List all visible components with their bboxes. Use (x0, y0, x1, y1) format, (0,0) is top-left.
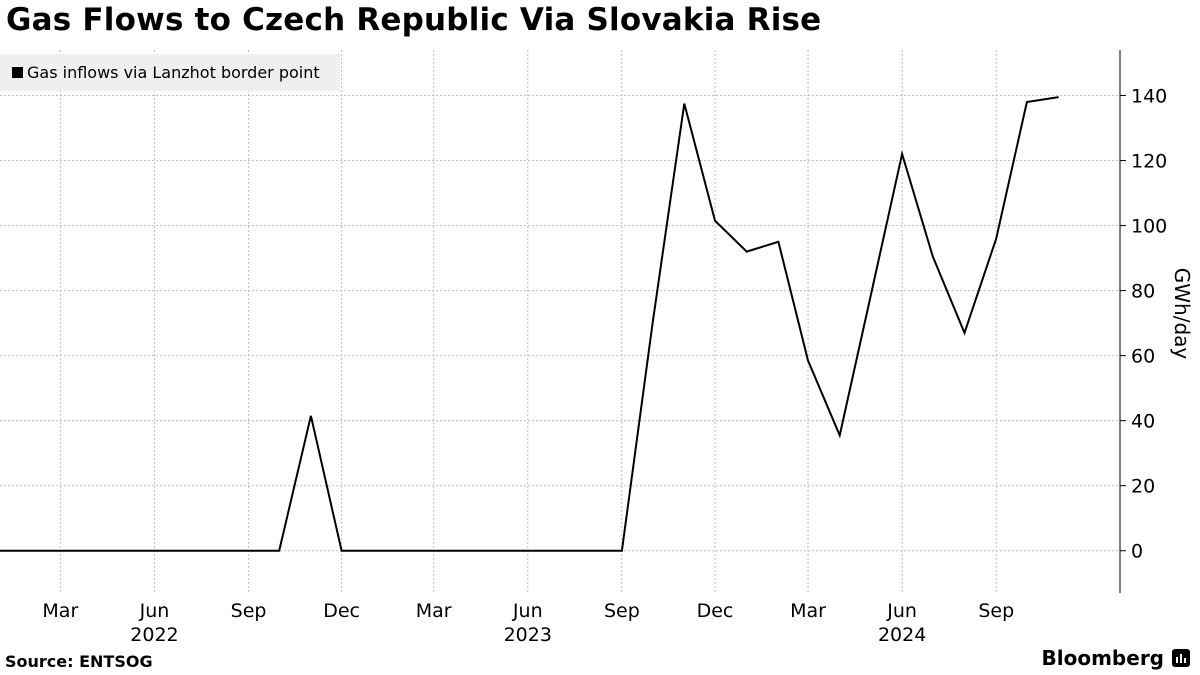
x-tick-label: Mar (790, 600, 826, 622)
x-tick-label: Jun (512, 600, 543, 622)
y-axis: 0 20 40 60 80 100 120 140 (1119, 50, 1167, 593)
y-tick-label: 140 (1131, 86, 1167, 108)
series-lines (0, 96, 1059, 552)
x-year-label: 2022 (130, 624, 178, 646)
y-tick-label: 40 (1131, 411, 1155, 433)
x-tick-label: Jun (886, 600, 917, 622)
y-tick-label: 100 (1131, 216, 1167, 238)
y-axis-label: GWh/day (1170, 268, 1194, 360)
legend: Gas inflows via Lanzhot border point (0, 54, 340, 91)
x-tick-label: Mar (416, 600, 452, 622)
x-tick-label: Sep (978, 600, 1014, 622)
y-tick-label: 60 (1131, 346, 1155, 368)
horizontal-gridlines (0, 95, 1120, 552)
x-tick-label: Dec (697, 600, 734, 622)
brand-name: Bloomberg (1041, 646, 1164, 670)
legend-label: Gas inflows via Lanzhot border point (27, 63, 320, 82)
vertical-gridlines (59, 50, 997, 593)
x-tick-label: Mar (42, 600, 78, 622)
x-year-label: 2024 (878, 624, 926, 646)
chart-title: Gas Flows to Czech Republic Via Slovakia… (6, 2, 822, 38)
x-tick-label: Dec (323, 600, 360, 622)
x-tick-label: Sep (604, 600, 640, 622)
brand: Bloomberg (1042, 646, 1190, 670)
legend-swatch (12, 67, 23, 78)
x-tick-label: Sep (231, 600, 267, 622)
x-tick-label: Jun (139, 600, 170, 622)
bloomberg-logo-icon (1172, 649, 1190, 667)
x-year-label: 2023 (504, 624, 552, 646)
y-tick-label: 80 (1131, 281, 1155, 303)
y-tick-label: 0 (1131, 541, 1143, 563)
y-tick-label: 120 (1131, 151, 1167, 173)
y-tick-label: 20 (1131, 476, 1155, 498)
series-line (0, 96, 1059, 552)
source-note: Source: ENTSOG (5, 652, 153, 671)
